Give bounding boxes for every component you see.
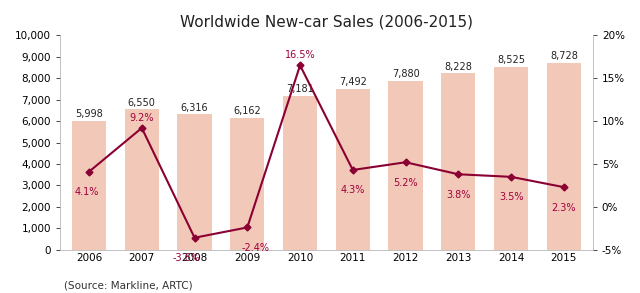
Bar [283,96,317,250]
Text: 4.3%: 4.3% [340,185,365,195]
Bar [72,121,106,250]
Text: 9.2%: 9.2% [129,113,154,123]
Bar [177,114,212,250]
Text: 7,492: 7,492 [339,77,367,87]
Bar [230,117,264,250]
Text: (Source: Markline, ARTC): (Source: Markline, ARTC) [64,280,193,290]
Text: 8,228: 8,228 [444,62,472,71]
Text: 7,880: 7,880 [392,69,419,79]
Text: 3.5%: 3.5% [499,192,524,202]
Text: 8,525: 8,525 [497,55,525,65]
Text: 5.2%: 5.2% [393,178,418,188]
Text: 16.5%: 16.5% [285,50,316,60]
Text: 4.1%: 4.1% [74,187,99,197]
Text: 3.8%: 3.8% [446,190,470,200]
Bar [494,67,528,250]
Bar [335,89,370,250]
Text: 8,728: 8,728 [550,51,578,61]
Text: -3.6%: -3.6% [173,253,200,263]
Bar [388,81,422,250]
Text: 2.3%: 2.3% [552,202,576,212]
Text: 7,181: 7,181 [286,84,314,94]
Bar [125,109,159,250]
Text: 6,162: 6,162 [234,106,261,116]
Text: -2.4%: -2.4% [241,243,269,253]
Title: Worldwide New-car Sales (2006-2015): Worldwide New-car Sales (2006-2015) [180,15,473,30]
Bar [441,73,476,250]
Bar [547,63,581,250]
Text: 5,998: 5,998 [75,109,103,120]
Text: 6,550: 6,550 [128,98,156,108]
Text: 6,316: 6,316 [180,103,209,113]
